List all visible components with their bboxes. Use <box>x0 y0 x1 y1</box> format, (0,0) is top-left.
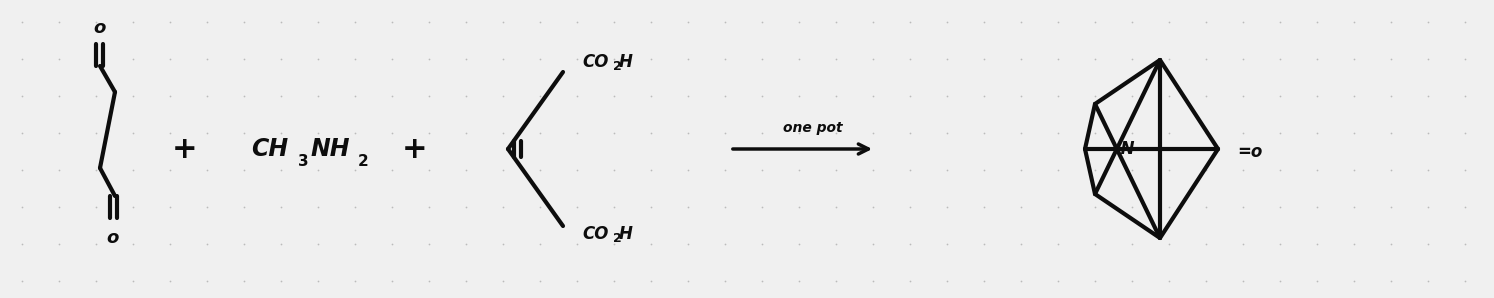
Text: o: o <box>106 229 120 247</box>
Text: H: H <box>619 225 633 243</box>
Text: 3: 3 <box>297 153 308 168</box>
Text: CO: CO <box>583 225 610 243</box>
Text: H: H <box>619 53 633 71</box>
Text: =o: =o <box>1237 143 1262 161</box>
Text: NH: NH <box>311 137 350 161</box>
Text: —N: —N <box>1104 140 1135 158</box>
Text: 2: 2 <box>613 232 622 246</box>
Text: +: + <box>402 134 427 164</box>
Text: CO: CO <box>583 53 610 71</box>
Text: 2: 2 <box>613 60 622 74</box>
Text: one pot: one pot <box>783 121 843 135</box>
Text: o: o <box>94 19 106 37</box>
Text: 2: 2 <box>357 153 369 168</box>
Text: CH: CH <box>251 137 288 161</box>
Text: +: + <box>172 134 197 164</box>
